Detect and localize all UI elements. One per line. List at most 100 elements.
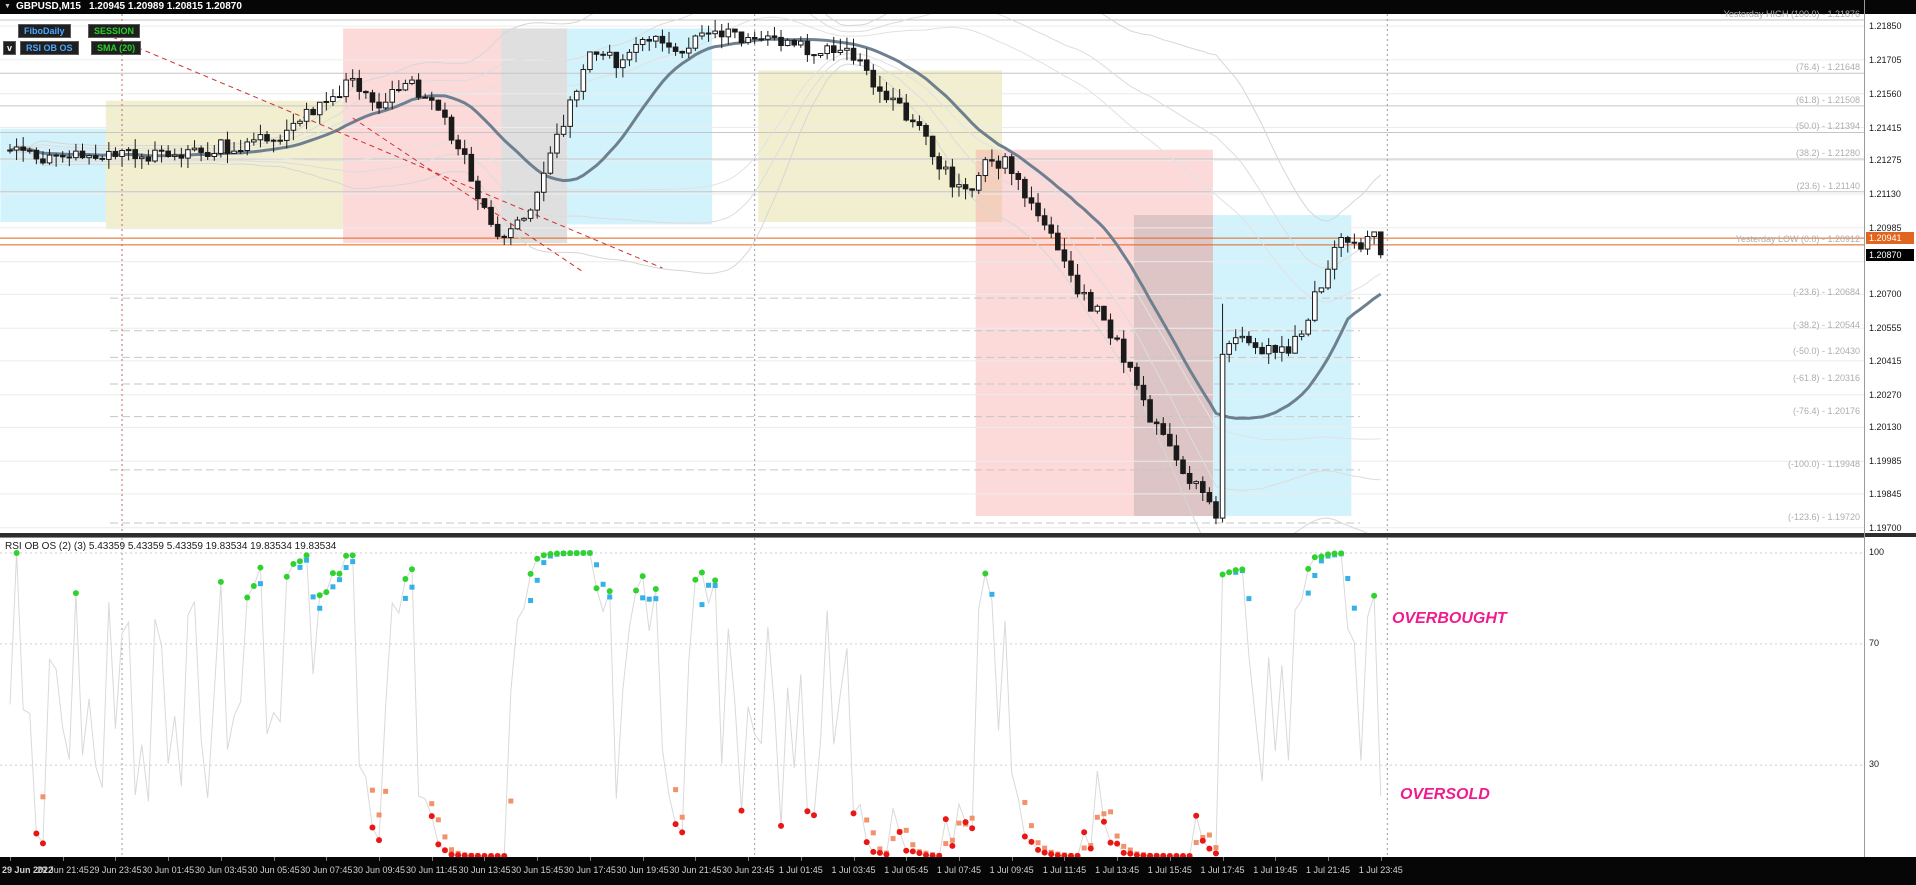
overbought-square-marker [528,598,534,604]
ohlc-quote: 1.20945 1.20989 1.20815 1.20870 [88,1,242,12]
oversold-dot-marker [1081,829,1088,836]
oversold-square-marker [1022,799,1028,805]
time-axis-label: 30 Jun 01:45 [142,865,195,875]
oversold-dot-marker [850,810,857,817]
overbought-square-marker [989,591,995,597]
price-axis-label: 1.19985 [1869,456,1902,467]
time-axis-label: 30 Jun 05:45 [247,865,300,875]
oversold-dot-marker [1021,833,1028,840]
oversold-dot-marker [441,847,448,854]
overbought-dot-marker [349,552,356,559]
oversold-square-marker [1121,843,1127,849]
price-axis-separator [1864,0,1865,857]
time-axis-tick [10,857,11,861]
fibo-lines [0,19,1864,524]
overbought-square-marker [594,562,600,568]
time-axis-tick [1222,857,1224,861]
oversold-dot-marker [903,847,910,854]
price-axis-label: 1.19700 [1869,522,1902,533]
overbought-square-marker [712,582,718,588]
oversold-square-marker [1035,840,1041,846]
overbought-dot-marker [13,550,20,556]
overbought-label: OVERBOUGHT [1392,610,1507,627]
overbought-dot-marker [343,552,350,559]
overbought-dot-marker [534,555,541,562]
oversold-label: OVERSOLD [1400,786,1490,803]
oversold-dot-marker [969,825,976,832]
time-axis[interactable]: 29 Jun 2022 29 Jun 21:45 29 Jun 23:45 30 Ju… [0,857,1916,885]
sma20-button[interactable]: SMA (20) [91,41,142,55]
oversold-dot-marker [1107,839,1114,846]
oversold-square-marker [442,834,448,840]
time-axis-tick [379,857,381,861]
price-axis-label: 1.21415 [1869,122,1902,133]
oversold-square-marker [949,837,955,843]
time-axis-label: 30 Jun 21:45 [669,865,722,875]
overbought-dot-marker [1325,551,1331,558]
price-axis-label: 1.20415 [1869,355,1902,366]
collapse-button[interactable]: v [3,41,17,55]
time-axis-tick [484,857,486,861]
rsi-ob-os-button[interactable]: RSI OB OS [20,41,79,55]
overbought-dot-marker [527,570,534,577]
time-axis-tick [115,857,117,861]
time-axis-tick [431,857,433,861]
oversold-dot-marker [1035,846,1042,853]
overbought-square-marker [310,594,316,600]
oversold-dot-marker [1193,812,1200,819]
overbought-dot-marker [633,587,640,594]
time-axis-tick [958,857,960,861]
time-axis-label: 1 Jul 15:45 [1147,865,1192,875]
oversold-dot-marker [929,852,936,857]
oversold-dot-marker [1041,849,1048,856]
oversold-dot-marker [501,852,508,857]
time-axis-label: 29 Jun 23:45 [89,865,142,875]
overbought-dot-marker [540,552,547,559]
time-axis-label: 30 Jun 09:45 [353,865,406,875]
panel-splitter[interactable] [0,533,1916,537]
overbought-dot-marker [547,550,554,557]
time-axis-label: 30 Jun 17:45 [563,865,616,875]
oversold-dot-marker [916,850,923,857]
session-boxes [0,28,1352,517]
overbought-dot-marker [316,592,323,599]
time-axis-label: 30 Jun 11:45 [406,865,458,875]
indicator-status-label: RSI OB OS (2) (3) 5.43359 5.43359 5.4335… [5,541,337,552]
oversold-dot-marker [810,812,817,819]
overbought-dot-marker [402,576,409,583]
oversold-dot-marker [1199,837,1206,844]
price-chart-area[interactable]: FiboDaily SESSION v RSI OB OS SMA (20) [0,14,1864,533]
time-axis-tick [906,857,908,861]
overbought-dot-marker [290,561,297,568]
oversold-square-marker [969,815,975,821]
oversold-dot-marker [1173,852,1180,857]
session-button[interactable]: SESSION [88,24,141,38]
rsi-indicator-panel[interactable]: RSI OB OS (2) (3) 5.43359 5.43359 5.4335… [0,537,1864,857]
time-axis-tick [1275,857,1277,861]
fibo-level-label: (50.0) - 1.21394 [1795,121,1860,132]
overbought-dot-marker [1331,550,1338,557]
time-axis-label: 30 Jun 19:45 [616,865,669,875]
oversold-square-marker [1028,823,1034,829]
overbought-square-marker [350,559,356,565]
overbought-square-marker [257,581,263,587]
oversold-dot-marker [1061,852,1068,857]
overbought-square-marker [607,594,613,600]
overbought-square-marker [600,581,606,587]
overbought-square-marker [1305,590,1311,596]
overbought-dot-marker [698,569,705,576]
overbought-square-marker [534,577,540,583]
oversold-dot-marker [896,829,903,836]
symbol-dropdown-icon[interactable]: ▼ [4,3,11,10]
price-chart-canvas [0,14,1864,533]
fibodaily-button[interactable]: FiboDaily [18,24,71,38]
oversold-square-marker [943,841,949,847]
overbought-dot-marker [1371,592,1378,599]
oversold-dot-marker [428,813,435,820]
time-axis-label: 30 Jun 23:45 [722,865,775,875]
time-axis-tick [220,857,222,861]
overbought-square-marker [1246,596,1252,602]
price-axis-label: 1.21130 [1869,189,1901,200]
time-axis-label: 1 Jul 05:45 [884,865,929,875]
overbought-dot-marker [329,570,336,577]
